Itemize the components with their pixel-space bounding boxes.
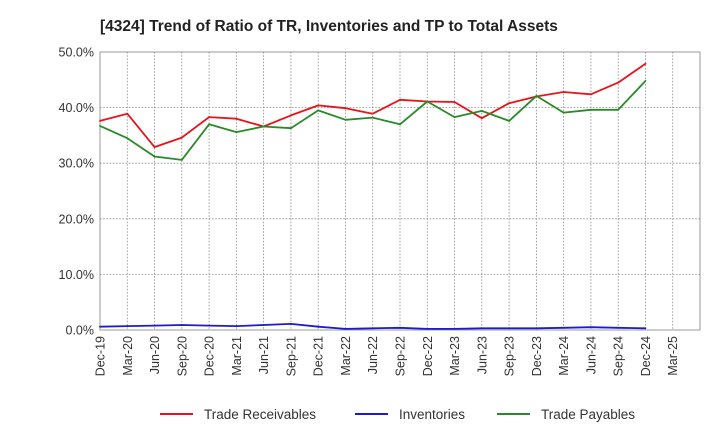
x-axis-ticks: Dec-19 Mar-20 Jun-20 Sep-20 Dec-20 Mar-21 Jun-…: [94, 336, 681, 376]
data-point: [180, 158, 183, 161]
data-point: [644, 80, 647, 82]
y-tick-label: 50.0%: [59, 46, 94, 60]
data-point: [126, 137, 129, 140]
x-tick-label: Dec-22: [421, 336, 435, 376]
x-tick-label: Mar-20: [121, 336, 135, 376]
data-point: [480, 110, 483, 112]
y-axis-ticks: 0.0% 10.0% 20.0% 30.0% 40.0% 50.0%: [59, 46, 94, 338]
data-point: [371, 112, 374, 115]
data-point: [562, 326, 565, 329]
data-point: [590, 326, 592, 329]
x-tick-label: Sep-20: [175, 336, 189, 376]
data-point: [290, 127, 292, 130]
data-point: [562, 91, 565, 93]
y-tick-label: 10.0%: [59, 268, 94, 282]
data-point: [508, 102, 510, 105]
data-point: [399, 326, 401, 329]
data-point: [262, 324, 265, 326]
gridlines: [100, 52, 700, 330]
data-point: [508, 120, 510, 122]
data-point: [317, 325, 320, 328]
data-point: [453, 101, 456, 103]
data-point: [399, 123, 401, 126]
x-tick-label: Dec-23: [530, 336, 544, 376]
chart-title: [4324] Trend of Ratio of TR, Inventories…: [100, 18, 558, 35]
x-tick-label: Mar-21: [230, 336, 244, 376]
data-point: [235, 117, 238, 120]
data-point: [426, 327, 429, 330]
data-point: [290, 114, 292, 117]
data-point: [371, 116, 374, 119]
y-tick-label: 20.0%: [59, 212, 94, 226]
data-point: [153, 146, 156, 148]
data-point: [317, 104, 320, 107]
x-tick-label: Mar-24: [557, 336, 571, 376]
data-point: [317, 109, 320, 112]
x-tick-label: Jun-24: [584, 336, 598, 374]
x-tick-label: Jun-21: [257, 336, 271, 374]
series-lines: [99, 62, 647, 330]
y-tick-label: 30.0%: [59, 157, 94, 171]
x-tick-label: Dec-24: [639, 336, 653, 376]
data-point: [590, 93, 592, 96]
data-point: [535, 327, 538, 330]
x-tick-label: Sep-21: [284, 336, 298, 376]
data-point: [235, 325, 238, 328]
data-point: [644, 62, 647, 65]
data-point: [99, 325, 101, 328]
data-point: [208, 116, 210, 118]
data-point: [562, 111, 565, 114]
data-point: [180, 324, 183, 326]
legend: Trade Receivables Inventories Trade Payabl…: [160, 407, 635, 422]
x-tick-label: Dec-20: [203, 336, 217, 376]
data-point: [344, 118, 347, 121]
x-tick-label: Dec-19: [94, 336, 108, 376]
data-point: [344, 107, 347, 110]
data-point: [617, 108, 620, 111]
data-point: [99, 120, 101, 122]
x-tick-label: Sep-22: [394, 336, 408, 376]
data-point: [453, 327, 456, 330]
data-point: [399, 98, 401, 101]
legend-label: Trade Payables: [541, 407, 635, 422]
data-point: [426, 100, 429, 103]
data-point: [371, 327, 374, 330]
x-tick-label: Mar-22: [339, 336, 353, 376]
data-point: [153, 324, 156, 327]
data-point: [262, 125, 265, 128]
x-tick-label: Mar-23: [448, 336, 462, 376]
data-point: [508, 327, 510, 330]
x-tick-label: Dec-21: [312, 336, 326, 376]
data-point: [617, 81, 620, 84]
data-point: [344, 327, 347, 330]
data-point: [590, 108, 592, 111]
data-point: [126, 325, 129, 328]
data-point: [126, 112, 129, 115]
data-point: [480, 117, 483, 120]
data-point: [99, 125, 101, 127]
data-point: [180, 136, 183, 139]
data-point: [453, 116, 456, 118]
data-point: [480, 327, 483, 330]
data-point: [617, 326, 620, 329]
data-point: [208, 123, 210, 126]
data-point: [208, 324, 210, 327]
x-tick-label: Jun-23: [475, 336, 489, 374]
data-point: [153, 155, 156, 158]
x-tick-label: Jun-22: [366, 336, 380, 374]
x-tick-label: Sep-23: [503, 336, 517, 376]
data-point: [290, 322, 292, 325]
y-tick-label: 0.0%: [66, 324, 95, 338]
x-tick-label: Mar-25: [666, 336, 680, 376]
legend-label: Trade Receivables: [204, 407, 316, 422]
data-point: [235, 131, 238, 133]
x-tick-label: Jun-20: [148, 336, 162, 374]
data-point: [644, 327, 647, 330]
y-tick-label: 40.0%: [59, 101, 94, 115]
legend-label: Inventories: [399, 407, 465, 422]
x-tick-label: Sep-24: [612, 336, 626, 376]
data-point: [535, 95, 538, 97]
